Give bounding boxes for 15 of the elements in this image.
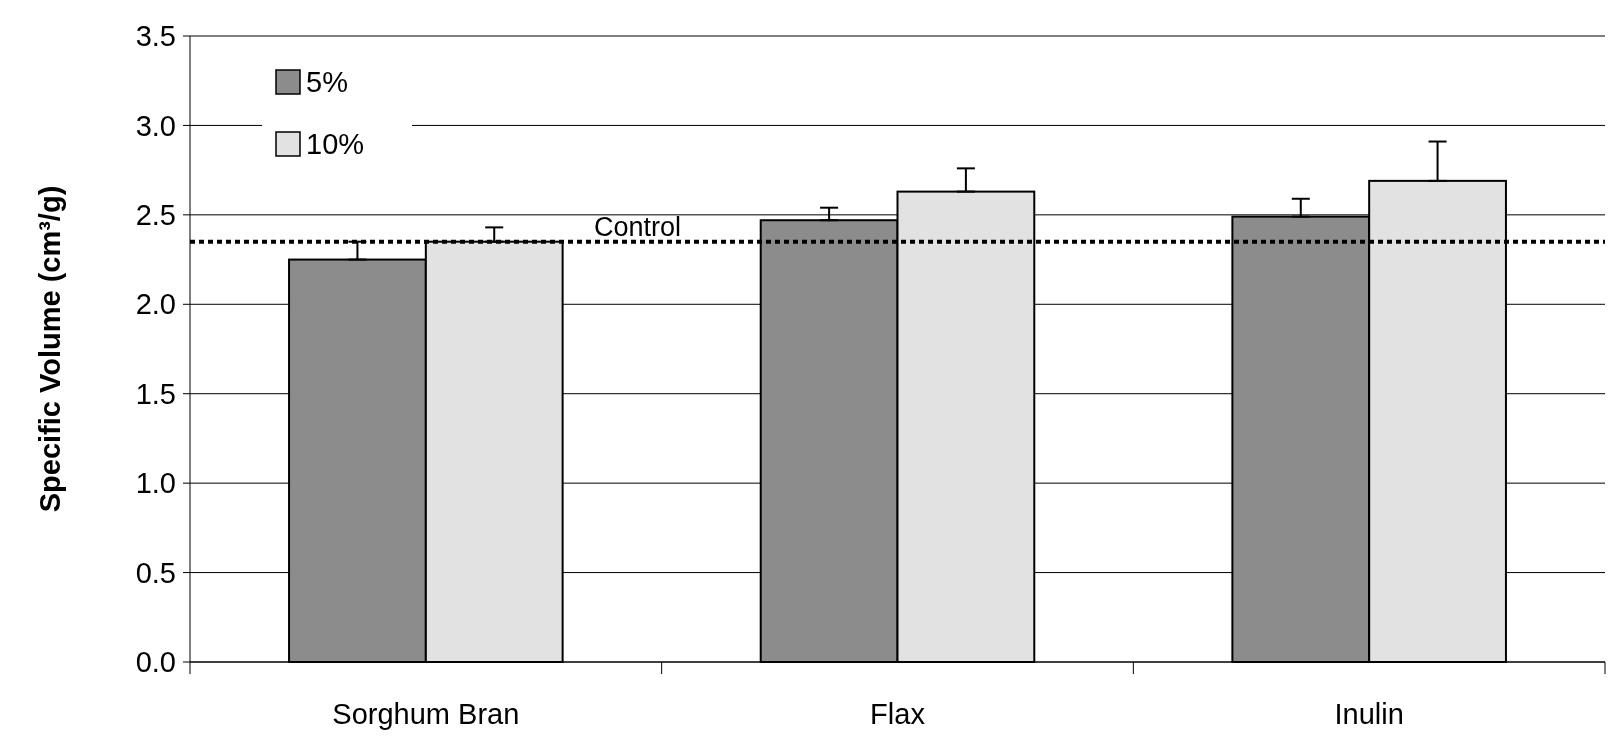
x-tick-label: Inulin (1334, 698, 1404, 730)
y-tick-label: 3.5 (135, 20, 176, 53)
x-tick-label: Sorghum Bran (332, 698, 520, 730)
y-axis-title: Specific Volume (cm³/g) (34, 185, 66, 513)
y-tick-label: 1.0 (135, 467, 176, 500)
x-tick-label: Flax (870, 698, 926, 730)
y-tick-label: 2.0 (135, 288, 176, 321)
y-tick-label: 0.5 (135, 556, 176, 589)
legend-label: 5% (306, 66, 348, 99)
y-tick-label: 3.0 (135, 109, 176, 142)
ref-line-label: Control (594, 211, 682, 242)
legend-label: 10% (306, 128, 365, 161)
y-tick-label: 1.5 (135, 377, 176, 410)
y-tick-label: 0.0 (135, 646, 176, 679)
y-tick-label: 2.5 (135, 199, 176, 232)
